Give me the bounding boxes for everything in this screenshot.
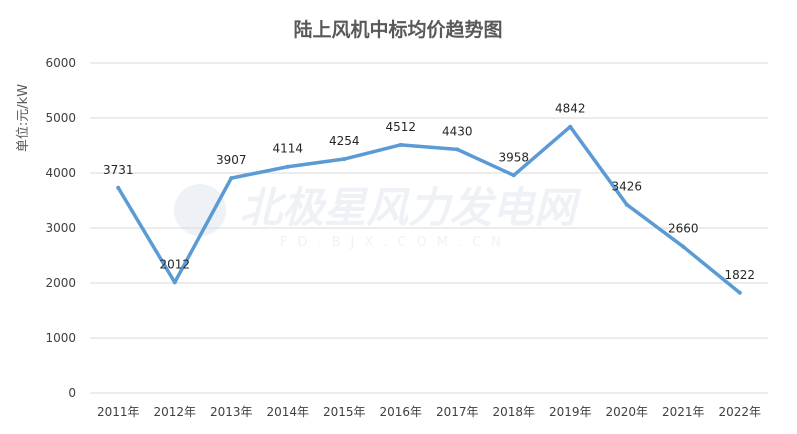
data-point xyxy=(285,164,290,169)
x-tick-label: 2016年 xyxy=(379,405,422,419)
watermark-logo-icon xyxy=(174,184,226,236)
data-label: 4430 xyxy=(442,124,473,138)
data-point xyxy=(511,173,516,178)
data-label: 4254 xyxy=(329,134,360,148)
y-tick-label: 4000 xyxy=(45,166,76,180)
chart-title: 陆上风机中标均价趋势图 xyxy=(293,18,502,41)
x-tick-labels: 2011年 2012年 2013年 2014年 2015年 2016年 2017年 2018年… xyxy=(97,405,761,419)
y-axis-label: 单位:元/kW xyxy=(16,84,31,152)
x-tick-label: 2011年 xyxy=(97,405,140,419)
gridlines xyxy=(90,62,768,394)
x-tick-label: 2015年 xyxy=(323,405,366,419)
series-line xyxy=(116,124,742,295)
x-tick-label: 2013年 xyxy=(210,405,253,419)
data-label: 4114 xyxy=(272,142,303,156)
y-tick-label: 2000 xyxy=(45,276,76,290)
y-tick-label: 5000 xyxy=(45,111,76,125)
x-tick-label: 2018年 xyxy=(492,405,535,419)
x-tick-label: 2017年 xyxy=(436,405,479,419)
y-tick-label: 3000 xyxy=(45,221,76,235)
series-group xyxy=(116,124,742,295)
watermark-subtext: FD.BJX.COM.CN xyxy=(280,235,511,250)
watermark: 北极星风力发电网 FD.BJX.COM.CN xyxy=(174,183,582,250)
data-point xyxy=(342,157,347,162)
data-label: 3907 xyxy=(216,153,247,167)
y-tick-label: 0 xyxy=(68,386,76,400)
x-tick-label: 2021年 xyxy=(662,405,705,419)
data-point xyxy=(172,280,177,285)
data-label: 4512 xyxy=(385,120,416,134)
data-point xyxy=(737,290,742,295)
data-point xyxy=(568,124,573,129)
data-point xyxy=(681,244,686,249)
data-label: 1822 xyxy=(724,268,755,282)
data-label: 3958 xyxy=(498,150,529,164)
data-label: 3426 xyxy=(611,180,642,194)
watermark-text: 北极星风力发电网 xyxy=(240,183,582,232)
data-label: 2660 xyxy=(668,222,699,236)
data-label: 3731 xyxy=(103,163,134,177)
x-tick-label: 2022年 xyxy=(718,405,761,419)
y-tick-label: 1000 xyxy=(45,331,76,345)
data-label: 2012 xyxy=(159,257,190,271)
data-point xyxy=(455,147,460,152)
data-point xyxy=(398,142,403,147)
x-tick-label: 2019年 xyxy=(549,405,592,419)
x-tick-label: 2012年 xyxy=(153,405,196,419)
x-tick-label: 2014年 xyxy=(266,405,309,419)
y-tick-labels: 0 1000 2000 3000 4000 5000 6000 xyxy=(45,56,76,400)
data-point xyxy=(116,185,121,190)
data-point xyxy=(229,176,234,181)
data-labels: 3731 2012 3907 4114 4254 4512 4430 3958 4842 3426… xyxy=(103,102,755,282)
data-label: 4842 xyxy=(555,102,586,116)
y-tick-label: 6000 xyxy=(45,56,76,70)
x-tick-label: 2020年 xyxy=(605,405,648,419)
data-point xyxy=(624,202,629,207)
